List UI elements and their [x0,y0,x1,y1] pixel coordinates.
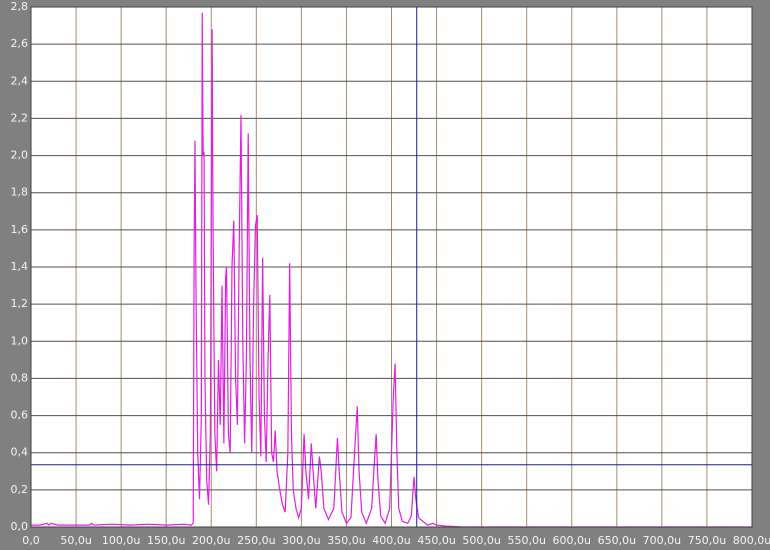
x-tick-label: 300,0u [282,534,320,547]
x-tick-label: 150,0u [147,534,185,547]
y-tick-label: 2,6 [11,37,29,50]
y-tick-label: 2,0 [11,149,29,162]
x-tick-label: 100,0u [102,534,140,547]
y-tick-label: 1,6 [11,223,29,236]
x-tick-label: 750,0u [688,534,726,547]
y-tick-label: 0,0 [11,520,29,533]
y-tick-label: 2,4 [11,74,29,87]
signal-line [31,12,752,528]
x-tick-label: 200,0u [192,534,230,547]
x-tick-label: 550,0u [507,534,545,547]
x-tick-label: 0,0 [22,534,40,547]
x-tick-label: 650,0u [598,534,636,547]
y-tick-label: 2,2 [11,111,29,124]
y-tick-label: 0,8 [11,371,29,384]
x-tick-label: 450,0u [417,534,455,547]
y-tick-label: 0,4 [11,446,29,459]
y-tick-label: 0,2 [11,483,29,496]
x-tick-label: 500,0u [462,534,500,547]
y-tick-label: 1,8 [11,186,29,199]
x-tick-label: 600,0u [553,534,591,547]
y-tick-label: 1,0 [11,334,29,347]
x-tick-label: 50,0u [60,534,91,547]
y-tick-label: 2,8 [11,0,29,13]
x-tick-label: 800,0u [733,534,770,547]
x-tick-label: 250,0u [237,534,275,547]
y-tick-label: 0,6 [11,409,29,422]
y-tick-label: 1,2 [11,297,29,310]
x-tick-label: 700,0u [643,534,681,547]
y-tick-label: 1,4 [11,260,29,273]
x-tick-label: 400,0u [372,534,410,547]
x-tick-label: 350,0u [327,534,365,547]
plot-border [30,6,753,528]
